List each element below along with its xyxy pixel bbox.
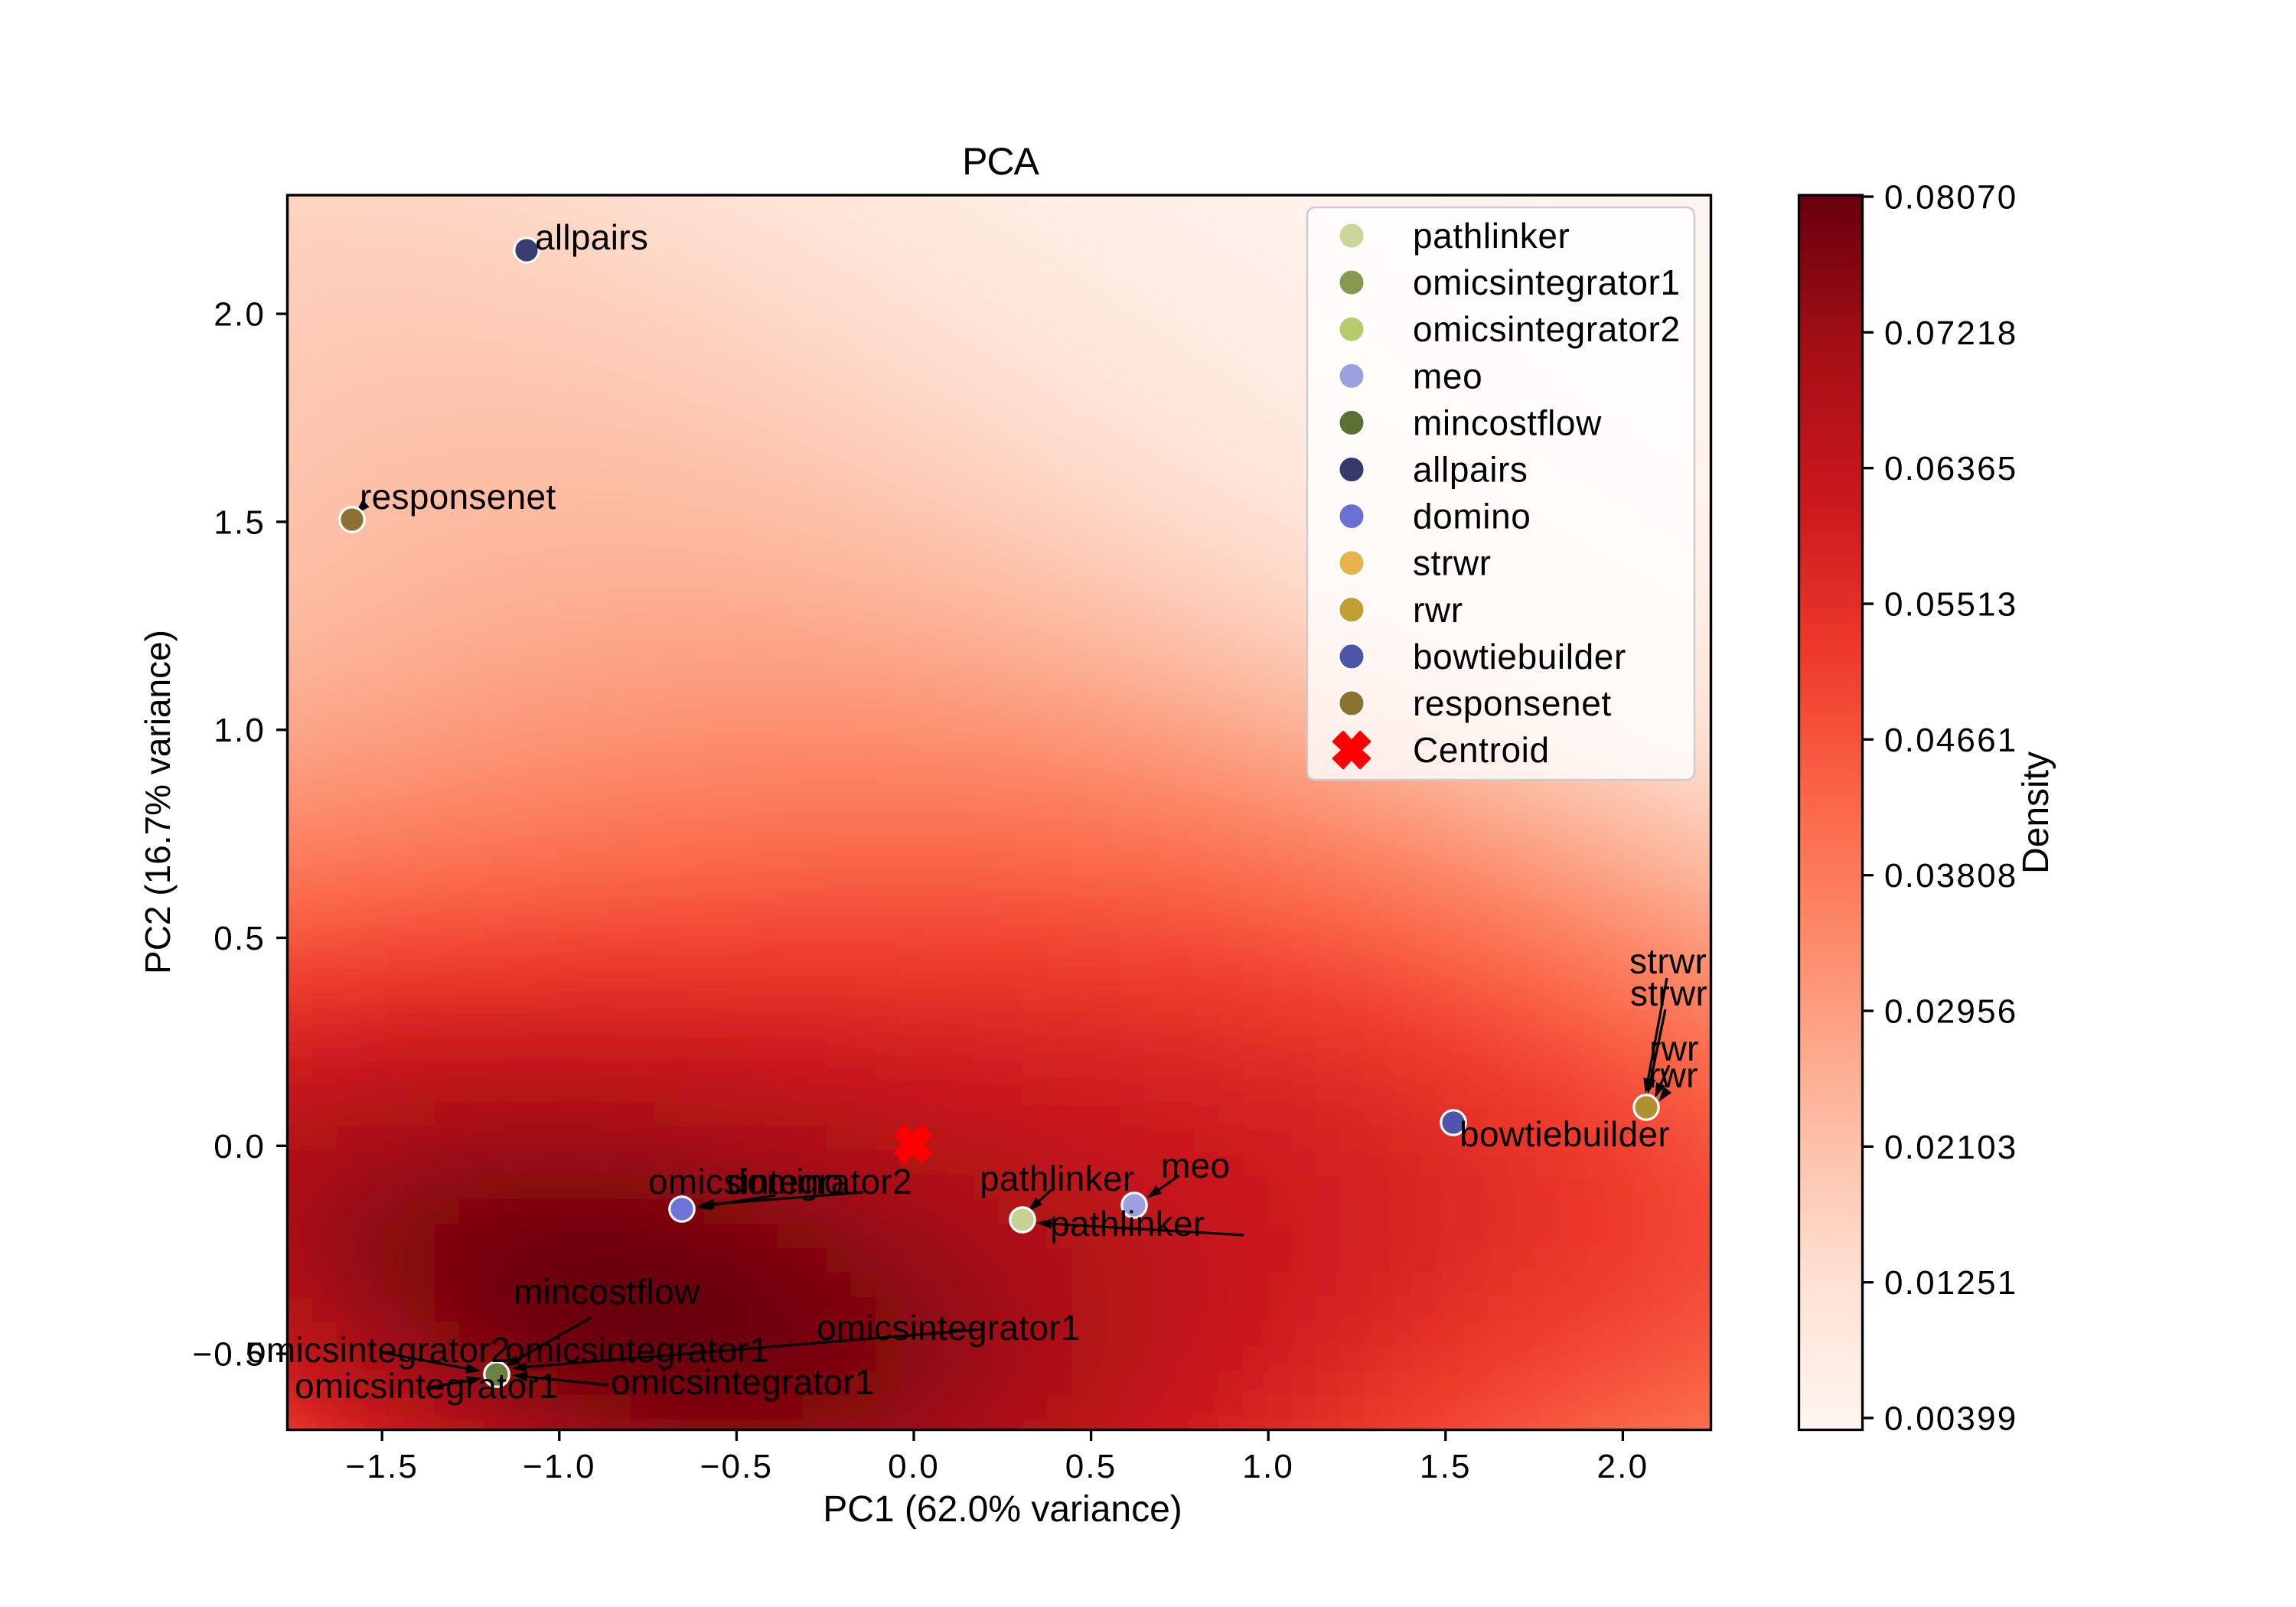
svg-text:Density: Density [2016, 751, 2056, 874]
svg-text:meo: meo [1161, 1146, 1230, 1185]
svg-text:meo: meo [1413, 356, 1482, 396]
svg-text:2.0: 2.0 [214, 296, 266, 334]
svg-text:−0.5: −0.5 [700, 1448, 774, 1485]
svg-text:1.5: 1.5 [214, 504, 266, 541]
svg-text:1.0: 1.0 [214, 712, 266, 749]
svg-text:0.04661: 0.04661 [1884, 722, 2017, 759]
svg-text:0.5: 0.5 [214, 920, 266, 957]
svg-text:−0.5: −0.5 [192, 1336, 266, 1374]
svg-text:bowtiebuilder: bowtiebuilder [1459, 1114, 1670, 1154]
svg-text:−1.5: −1.5 [345, 1448, 419, 1485]
svg-text:0.5: 0.5 [1065, 1448, 1117, 1485]
svg-text:0.07218: 0.07218 [1884, 315, 2017, 352]
svg-text:responsenet: responsenet [360, 477, 556, 517]
svg-text:strwr: strwr [1413, 543, 1492, 583]
svg-text:responsenet: responsenet [1413, 683, 1612, 723]
svg-text:domino: domino [727, 1162, 844, 1201]
svg-text:0.05513: 0.05513 [1884, 586, 2017, 624]
svg-text:domino: domino [1413, 497, 1531, 536]
svg-text:strwr: strwr [1630, 973, 1707, 1013]
svg-text:omicsintegrator2: omicsintegrator2 [648, 1162, 912, 1201]
svg-text:0.02956: 0.02956 [1884, 993, 2017, 1031]
svg-text:omicsintegrator1: omicsintegrator1 [295, 1366, 559, 1406]
svg-text:2.0: 2.0 [1597, 1448, 1649, 1485]
svg-text:0.03808: 0.03808 [1884, 857, 2017, 895]
svg-text:omicsintegrator1: omicsintegrator1 [817, 1308, 1081, 1348]
svg-text:PC2 (16.7% variance): PC2 (16.7% variance) [138, 630, 178, 974]
svg-text:PC1 (62.0% variance): PC1 (62.0% variance) [823, 1489, 1182, 1530]
svg-text:0.02103: 0.02103 [1884, 1129, 2017, 1166]
svg-text:PCA: PCA [962, 140, 1039, 183]
svg-text:allpairs: allpairs [535, 217, 648, 257]
svg-text:0.00399: 0.00399 [1884, 1400, 2017, 1438]
svg-text:omicsintegrator2: omicsintegrator2 [1413, 309, 1681, 349]
svg-text:omicsintegrator1: omicsintegrator1 [505, 1330, 769, 1370]
svg-text:allpairs: allpairs [1413, 450, 1528, 490]
svg-text:omicsintegrator2: omicsintegrator2 [246, 1330, 510, 1370]
svg-text:omicsintegrator1: omicsintegrator1 [1413, 262, 1681, 302]
svg-text:pathlinker: pathlinker [1050, 1204, 1205, 1244]
svg-text:pathlinker: pathlinker [1413, 216, 1570, 256]
svg-text:rwr: rwr [1649, 1028, 1699, 1068]
svg-text:−1.0: −1.0 [523, 1448, 596, 1485]
svg-text:0.0: 0.0 [214, 1128, 266, 1165]
svg-text:rwr: rwr [1413, 590, 1463, 630]
svg-text:mincostflow: mincostflow [514, 1272, 700, 1312]
svg-text:strwr: strwr [1629, 941, 1707, 981]
svg-text:bowtiebuilder: bowtiebuilder [1413, 637, 1626, 676]
svg-text:1.5: 1.5 [1420, 1448, 1472, 1485]
svg-text:pathlinker: pathlinker [980, 1159, 1134, 1198]
svg-text:rwr: rwr [1649, 1055, 1698, 1095]
svg-text:0.0: 0.0 [888, 1448, 940, 1485]
svg-text:0.06365: 0.06365 [1884, 450, 2017, 487]
svg-text:omicsintegrator1: omicsintegrator1 [611, 1362, 875, 1402]
svg-text:0.08070: 0.08070 [1884, 179, 2017, 217]
svg-text:Centroid: Centroid [1413, 730, 1550, 770]
svg-text:0.01251: 0.01251 [1884, 1264, 2017, 1302]
svg-text:mincostflow: mincostflow [1413, 403, 1602, 442]
svg-text:1.0: 1.0 [1242, 1448, 1294, 1485]
